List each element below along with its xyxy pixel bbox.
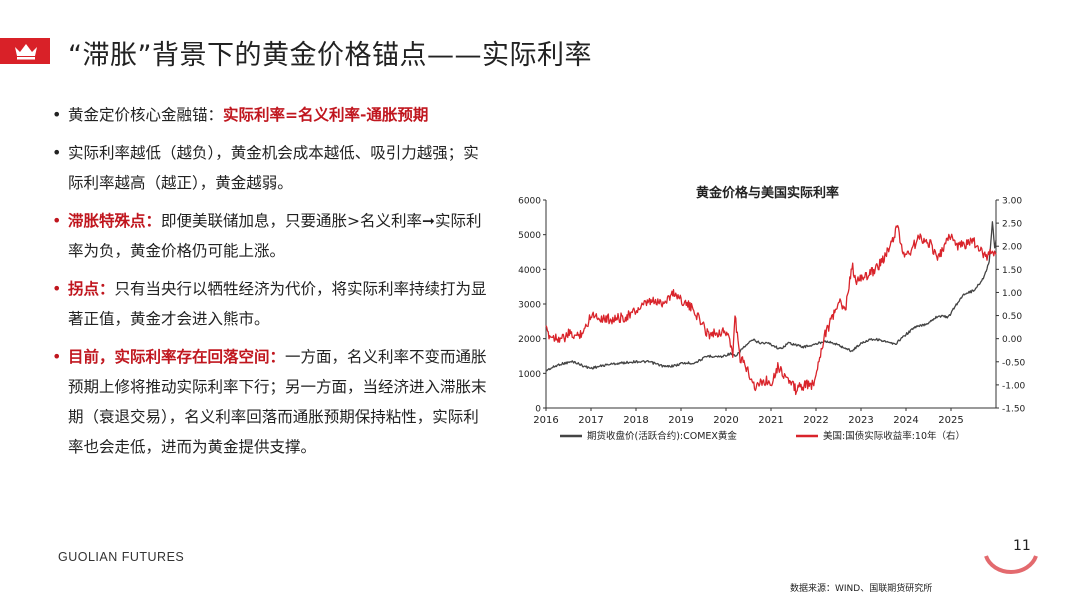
y-right-tick-label: 0.50	[1002, 312, 1022, 322]
bullet-dot: •	[52, 105, 62, 124]
bullet-highlight: 滞胀特殊点：	[68, 212, 162, 230]
y-right-tick-label: 1.00	[1002, 289, 1022, 299]
bullet-item: • 滞胀特殊点：即便美联储加息，只要通胀>名义利率➞实际利率为负，黄金价格仍可能…	[48, 206, 488, 266]
bullet-dot: •	[52, 143, 62, 162]
x-tick-label: 2022	[803, 415, 828, 426]
x-tick-label: 2017	[578, 415, 603, 426]
y-right-tick-label: -0.50	[1002, 358, 1026, 368]
y-right-tick-label: 2.00	[1002, 243, 1022, 253]
y-right-tick-label: -1.50	[1002, 405, 1026, 415]
y-right-tick-label: 0.00	[1002, 335, 1022, 345]
x-tick-label: 2023	[848, 415, 873, 426]
bullet-item: • 拐点：只有当央行以牺牲经济为代价，将实际利率持续打为显著正值，黄金才会进入熊…	[48, 274, 488, 334]
y-left-tick-label: 5000	[518, 231, 541, 241]
series-line-0	[545, 221, 997, 372]
y-left-tick-label: 4000	[518, 266, 541, 276]
bullet-text: 一方面，名义利率不变而通胀预期上修将推动实际利率下行；另一方面，当经济进入滞胀末…	[68, 348, 487, 456]
bullet-text: 即便美联储加息，只要通胀>名义利率➞实际利率为负，黄金价格仍可能上涨。	[68, 212, 482, 260]
bullet-text: 只有当央行以牺牲经济为代价，将实际利率持续打为显著正值，黄金才会进入熊市。	[68, 280, 487, 328]
bullet-item: • 目前，实际利率存在回落空间：一方面，名义利率不变而通胀预期上修将推动实际利率…	[48, 342, 488, 462]
y-right-tick-label: 1.50	[1002, 266, 1022, 276]
bullet-prefix: 黄金定价核心金融锚：	[68, 106, 224, 124]
y-left-tick-label: 1000	[518, 370, 541, 380]
y-left-tick-label: 0	[535, 405, 541, 415]
bullet-highlight: 目前，实际利率存在回落空间：	[68, 348, 286, 366]
brand-name: GUOLIAN FUTURES	[58, 550, 185, 564]
page-title: “滞胀”背景下的黄金价格锚点——实际利率	[68, 40, 592, 71]
bullet-item: • 黄金定价核心金融锚：实际利率=名义利率-通胀预期	[48, 100, 488, 130]
page-arc-icon	[984, 555, 1038, 574]
chart-title: 黄金价格与美国实际利率	[696, 186, 840, 201]
x-tick-label: 2024	[893, 415, 918, 426]
data-source: 数据来源：WIND、国联期货研究所	[790, 584, 933, 594]
y-right-tick-label: -1.00	[1002, 381, 1026, 391]
x-tick-label: 2018	[623, 415, 648, 426]
bullet-dot: •	[52, 211, 62, 230]
x-tick-label: 2020	[713, 415, 738, 426]
y-right-tick-label: 2.50	[1002, 220, 1022, 230]
x-tick-label: 2019	[668, 415, 693, 426]
bullet-highlight: 实际利率=名义利率-通胀预期	[223, 106, 429, 124]
bullet-text: 实际利率越低（越负），黄金机会成本越低、吸引力越强；实际利率越高（越正），黄金越…	[68, 144, 479, 192]
series-line-1	[545, 224, 997, 396]
bullet-highlight: 拐点：	[68, 280, 115, 298]
x-tick-label: 2021	[758, 415, 783, 426]
bullet-dot: •	[52, 347, 62, 366]
y-left-tick-label: 6000	[518, 197, 541, 207]
chart-area: 0 1000 2000 3000 4000 5000 6000 3.00 2.50 2.00 1.5…	[500, 190, 1040, 460]
y-left-tick-label: 2000	[518, 335, 541, 345]
bullet-list: • 黄金定价核心金融锚：实际利率=名义利率-通胀预期 • 实际利率越低（越负），…	[48, 100, 488, 470]
chart-svg: 0 1000 2000 3000 4000 5000 6000 3.00 2.50 2.00 1.5…	[518, 197, 1026, 443]
y-right-tick-label: 3.00	[1002, 197, 1022, 207]
legend-label: 期货收盘价(活跃合约):COMEX黄金	[587, 430, 737, 442]
x-tick-label: 2016	[533, 415, 558, 426]
x-tick-label: 2025	[938, 415, 963, 426]
y-left-tick-label: 3000	[518, 301, 541, 311]
legend-label: 美国:国债实际收益率:10年（右）	[823, 430, 965, 442]
page-number: 11	[1013, 538, 1031, 554]
bullet-item: • 实际利率越低（越负），黄金机会成本越低、吸引力越强；实际利率越高（越正），黄…	[48, 138, 488, 198]
bullet-dot: •	[52, 279, 62, 298]
crown-icon	[15, 44, 37, 60]
title-badge	[0, 38, 50, 64]
